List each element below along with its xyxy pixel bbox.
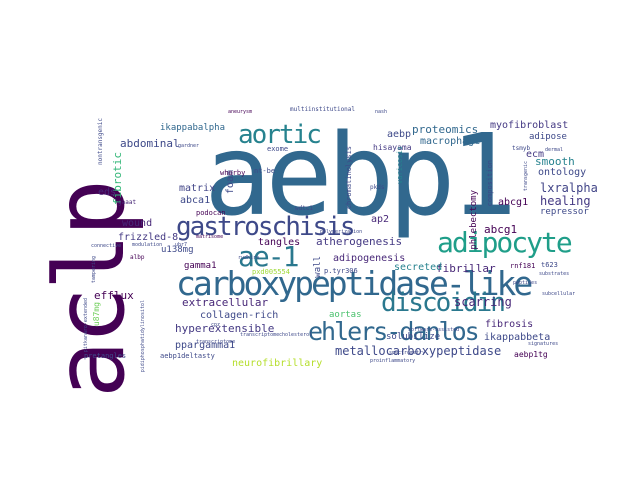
cloud-word: ecm — [526, 149, 545, 160]
cloud-word: pretangles — [84, 352, 127, 360]
cloud-word: healing — [540, 194, 591, 208]
cloud-word: aortas — [329, 310, 362, 320]
cloud-word: abdominal — [120, 137, 180, 150]
cloud-word: cholesterol — [279, 332, 313, 338]
cloud-word: abcg1 — [484, 223, 518, 236]
cloud-word: proinflammatory — [370, 358, 416, 364]
cloud-word: efflux — [94, 289, 134, 302]
cloud-word: transcriptome — [240, 332, 280, 338]
cloud-word: substrates — [539, 271, 570, 277]
cloud-word: pxd005554 — [252, 268, 290, 276]
cloud-word: peptides — [513, 280, 538, 286]
cloud-word: aebp1tg — [514, 350, 548, 359]
cloud-word: proteomics — [412, 123, 479, 136]
cloud-word: atherogenesis — [316, 235, 403, 248]
cloud-word: ikappabalpha — [160, 123, 226, 133]
cloud-word: nontransgenic — [97, 118, 104, 165]
cloud-word: rudhira — [238, 255, 260, 261]
cloud-word: fibrosis — [485, 319, 534, 330]
cloud-word: carboxypeptidase-like — [176, 264, 533, 303]
cloud-word: smooth — [535, 155, 575, 168]
cloud-word: whorby — [220, 169, 246, 177]
cloud-word: abcg1 — [498, 197, 529, 208]
cloud-word: solubilize — [386, 332, 441, 342]
cloud-word: varicosis — [396, 146, 404, 184]
cloud-word: u138mg — [161, 245, 194, 255]
cloud-word: wall — [313, 256, 323, 278]
cloud-word: gardner — [178, 143, 200, 149]
cloud-word: podocan — [196, 209, 226, 217]
cloud-word: aortic — [238, 120, 322, 150]
cloud-word: aneurysm — [228, 109, 253, 115]
cloud-word: matrisome — [196, 234, 224, 240]
cloud-word: wdtc1 — [295, 205, 314, 212]
cloud-word: extracellular — [182, 296, 269, 309]
cloud-word: matrix — [179, 183, 216, 194]
cloud-word: transcriptome — [196, 339, 236, 345]
cloud-word: ubr7 — [175, 242, 188, 248]
cloud-word: wound — [122, 218, 153, 229]
cloud-word: adipogenesis — [333, 253, 406, 264]
cloud-word: albp — [130, 254, 145, 261]
cloud-word: discoidin — [381, 288, 506, 318]
cloud-word: secreted — [394, 262, 443, 273]
cloud-word: myofibroblast — [490, 120, 569, 131]
cloud-word: aebp1deltasty — [160, 352, 215, 360]
cloud-word: composition — [486, 160, 494, 207]
cloud-word: adipose — [529, 132, 567, 142]
cloud-word: chromatinolysis — [345, 146, 353, 210]
cloud-word: repressor — [540, 207, 589, 217]
cloud-word: rnf181 — [510, 262, 536, 270]
cloud-word: nash — [375, 109, 388, 115]
cloud-word: metallocarboxypeptidase — [335, 344, 502, 358]
cloud-word: ap2 — [371, 214, 390, 225]
cloud-word: multiinstitutional — [290, 106, 356, 113]
cloud-word: tangles — [258, 237, 301, 248]
cloud-word: tampering — [91, 256, 97, 284]
cloud-word: macrophage — [420, 136, 481, 147]
cloud-word: transgenic — [523, 161, 529, 192]
cloud-word: software-assisted — [408, 327, 460, 333]
cloud-word: gamma1 — [184, 261, 217, 271]
cloud-word: aebp1 — [204, 111, 517, 241]
cloud-word: adipocyte — [437, 226, 573, 259]
cloud-word: fibrillar — [436, 262, 496, 275]
cloud-word: frizzled-8 — [118, 232, 179, 243]
cloud-word: subcellular — [542, 291, 576, 297]
cloud-word: connective — [91, 243, 122, 249]
cloud-word: t623 — [541, 261, 558, 269]
cloud-word: gaaat — [118, 199, 137, 206]
cloud-word: ehlers-danlos — [308, 317, 480, 346]
cloud-word: signatures — [528, 341, 559, 347]
cloud-word: p.tyr306 — [324, 267, 358, 275]
cloud-word: cpz — [211, 322, 221, 328]
cloud-word: pkds — [370, 184, 385, 191]
cloud-word: gastroschisis — [176, 212, 355, 242]
cloud-word: pitkanaro-extended — [83, 298, 89, 353]
cloud-word: dermal — [545, 147, 564, 153]
cloud-word: tsmyb — [512, 145, 531, 152]
cloud-word: hyperextensible — [175, 322, 275, 335]
cloud-word: nt-be — [254, 167, 276, 175]
cloud-word: eds — [98, 187, 117, 198]
cloud-word: neurofibrillary — [232, 358, 323, 369]
cloud-word: ae-1 — [238, 240, 299, 273]
cloud-word: polymerization — [320, 229, 363, 235]
cloud-word: scarring — [454, 295, 512, 309]
cloud-word: ikappabbeta — [484, 332, 551, 343]
cloud-word: phlebectomy — [469, 190, 479, 250]
cloud-word: lxralpha — [540, 181, 598, 195]
cloud-word: ontology — [538, 167, 587, 178]
cloud-word: exome — [267, 145, 289, 153]
cloud-word: collagen-rich — [200, 310, 279, 321]
cloud-word: pidiphosphatidylinositol — [140, 300, 146, 373]
cloud-word: modulation — [132, 242, 163, 248]
cloud-word: u87mg — [92, 302, 101, 327]
cloud-word: hisayama — [373, 143, 412, 152]
cloud-word: pparg​amma1 — [175, 340, 236, 351]
cloud-word: spectrometry — [389, 350, 426, 356]
cloud-word: aebp — [387, 129, 412, 140]
cloud-word: abca1 — [180, 195, 211, 206]
